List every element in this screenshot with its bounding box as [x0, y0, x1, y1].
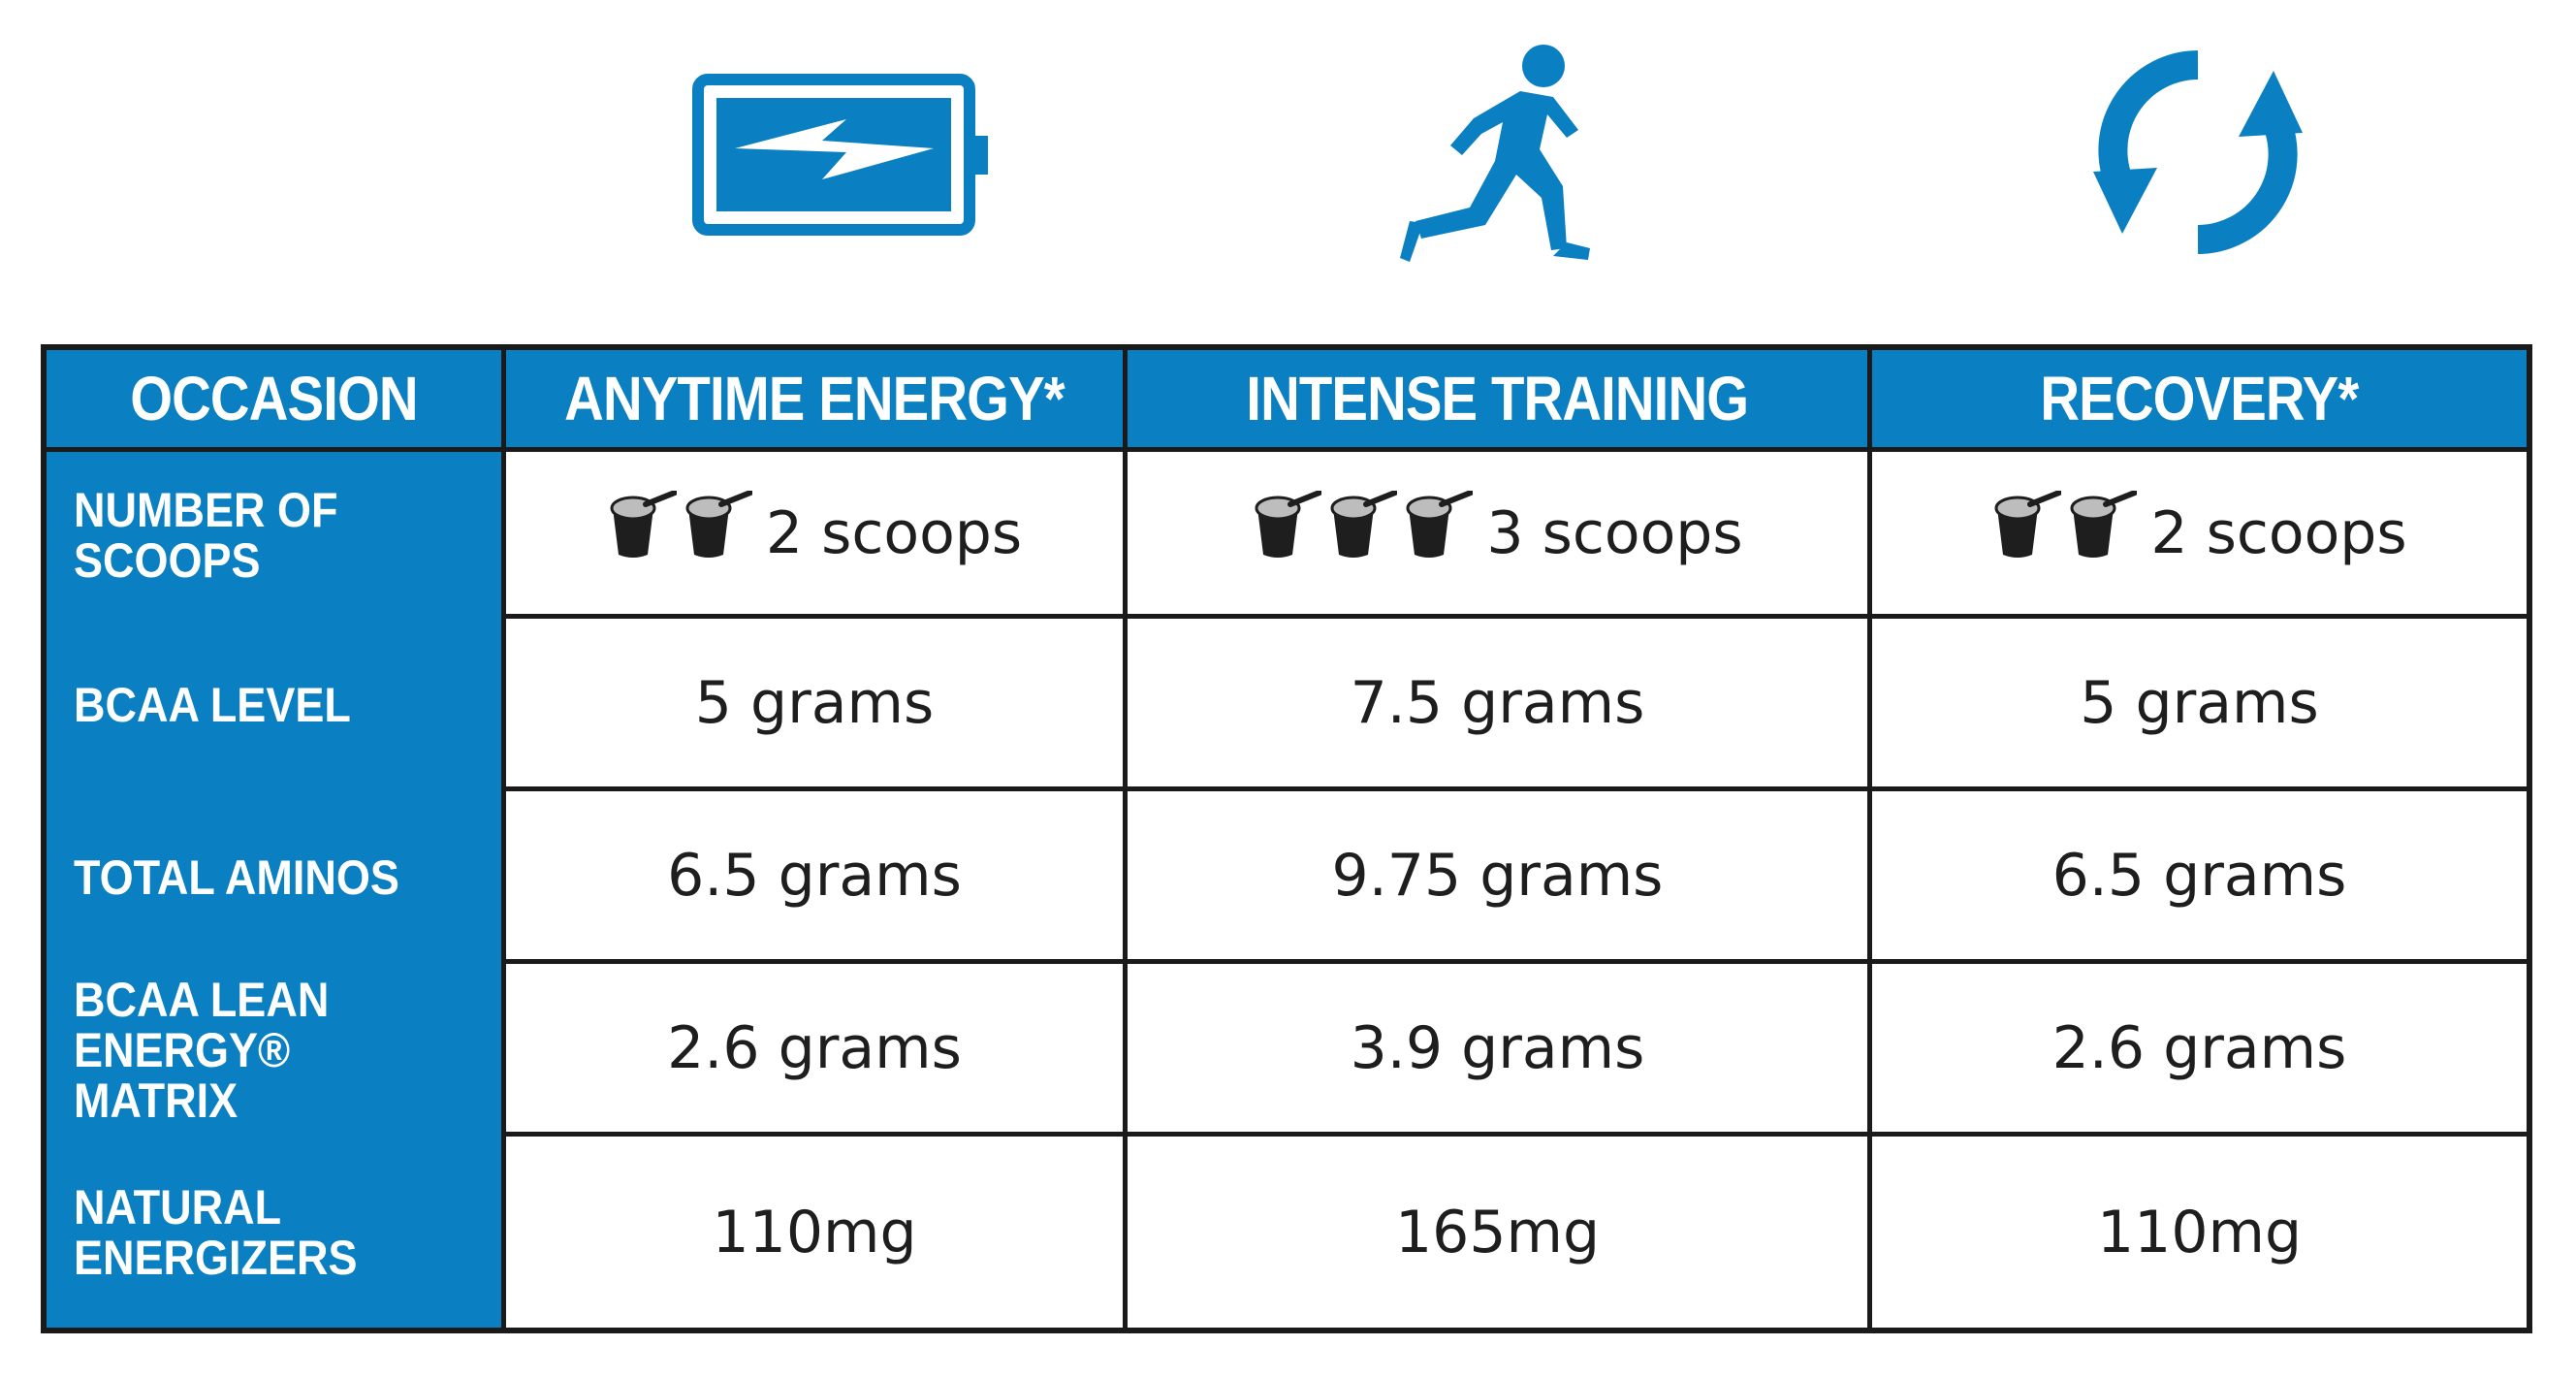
total-aminos-intense: 9.75 grams: [1128, 791, 1872, 964]
row-label-bcaa-level: BCAA LEVEL: [47, 619, 506, 791]
scoop-icons: [1991, 490, 2139, 575]
matrix-intense: 3.9 grams: [1128, 964, 1872, 1137]
bcaa-level-recovery: 5 grams: [1872, 619, 2527, 791]
scoop-icon: [2067, 490, 2139, 575]
energizers-recovery: 110mg: [2096, 1198, 2303, 1266]
matrix-anytime: 2.6 grams: [506, 964, 1128, 1137]
scoop-icon: [607, 490, 678, 575]
header-recovery: RECOVERY*: [1872, 350, 2527, 452]
row-label-lean-energy-matrix: BCAA LEAN ENERGY® MATRIX: [47, 964, 506, 1137]
header-anytime-energy: ANYTIME ENERGY*: [506, 350, 1128, 452]
runner-icon: [1396, 41, 1590, 273]
scoop-icon: [683, 490, 753, 575]
scoop-icon: [1991, 490, 2063, 575]
total-aminos-recovery: 6.5 grams: [1872, 791, 2527, 964]
battery-charging-icon: [691, 73, 992, 238]
scoop-icon: [1252, 490, 1323, 575]
scoops-intense: 3 scoops: [1128, 452, 1872, 619]
total-aminos-anytime: 6.5 grams: [506, 791, 1128, 964]
header-occasion: OCCASION: [47, 350, 506, 452]
bcaa-level-anytime: 5 grams: [506, 619, 1128, 791]
scoop-icon: [1403, 490, 1475, 575]
recycle-arrows-icon: [2089, 44, 2307, 262]
scoop-icons: [1252, 490, 1475, 575]
bcaa-level-intense: 7.5 grams: [1128, 619, 1872, 791]
scoop-icon: [1327, 490, 1399, 575]
matrix-recovery: 2.6 grams: [1872, 964, 2527, 1137]
comparison-table: OCCASION ANYTIME ENERGY* INTENSE TRAININ…: [41, 344, 2532, 1333]
energizers-anytime: 110mg: [506, 1137, 1128, 1328]
row-label-natural-energizers: NATURAL ENERGIZERS: [47, 1137, 506, 1328]
scoops-recovery: 2 scoops: [1872, 452, 2527, 619]
energizers-intense: 165mg: [1128, 1137, 1872, 1328]
scoops-anytime: 2 scoops: [506, 452, 1128, 619]
row-label-scoops: NUMBER OF SCOOPS: [47, 452, 506, 619]
header-intense-training: INTENSE TRAINING: [1128, 350, 1872, 452]
row-label-total-aminos: TOTAL AMINOS: [47, 791, 506, 964]
scoop-icons: [607, 490, 753, 575]
